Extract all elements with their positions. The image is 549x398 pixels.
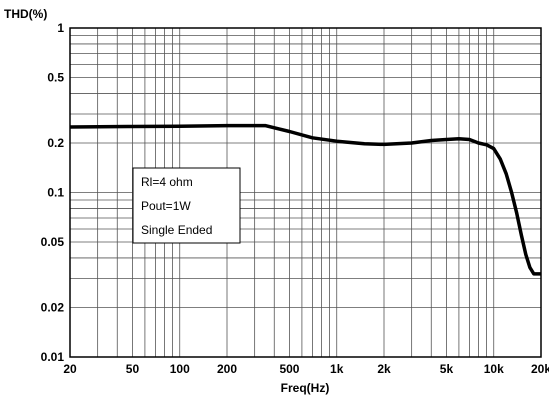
x-tick-label: 500 [279, 362, 299, 376]
y-tick-label: 1 [57, 21, 64, 35]
y-tick-label: 0.1 [47, 186, 64, 200]
y-tick-label: 0.5 [47, 71, 64, 85]
series-layer [69, 123, 541, 276]
x-tick-label: 20k [531, 362, 549, 376]
annotation-box: Rl=4 ohm Pout=1W Single Ended [132, 167, 241, 244]
grid [70, 28, 541, 357]
annotation-mode: Single Ended [141, 223, 212, 237]
thd-series-line [69, 123, 541, 276]
y-axis-label: THD(%) [4, 7, 47, 21]
y-tick-labels: 1 0.5 0.2 0.1 0.05 0.02 0.01 [41, 21, 65, 364]
x-tick-label: 10k [484, 362, 504, 376]
x-axis-label: Freq(Hz) [281, 381, 330, 395]
y-tick-label: 0.01 [41, 350, 65, 364]
x-tick-label: 50 [126, 362, 140, 376]
y-tick-label: 0.05 [41, 235, 65, 249]
x-tick-labels: 20 50 100 200 500 1k 2k 5k 10k 20k [63, 362, 549, 376]
annotation-box-frame [132, 167, 241, 244]
plot-frame [69, 27, 542, 358]
y-tick-label: 0.2 [47, 136, 64, 150]
x-tick-label: 100 [170, 362, 190, 376]
x-tick-label: 1k [330, 362, 344, 376]
x-tick-label: 5k [440, 362, 454, 376]
y-tick-label: 0.02 [41, 300, 65, 314]
annotation-power: Pout=1W [141, 199, 191, 213]
x-tick-label: 20 [63, 362, 77, 376]
annotation-load: Rl=4 ohm [141, 175, 193, 189]
x-tick-label: 2k [377, 362, 391, 376]
x-tick-label: 200 [217, 362, 237, 376]
